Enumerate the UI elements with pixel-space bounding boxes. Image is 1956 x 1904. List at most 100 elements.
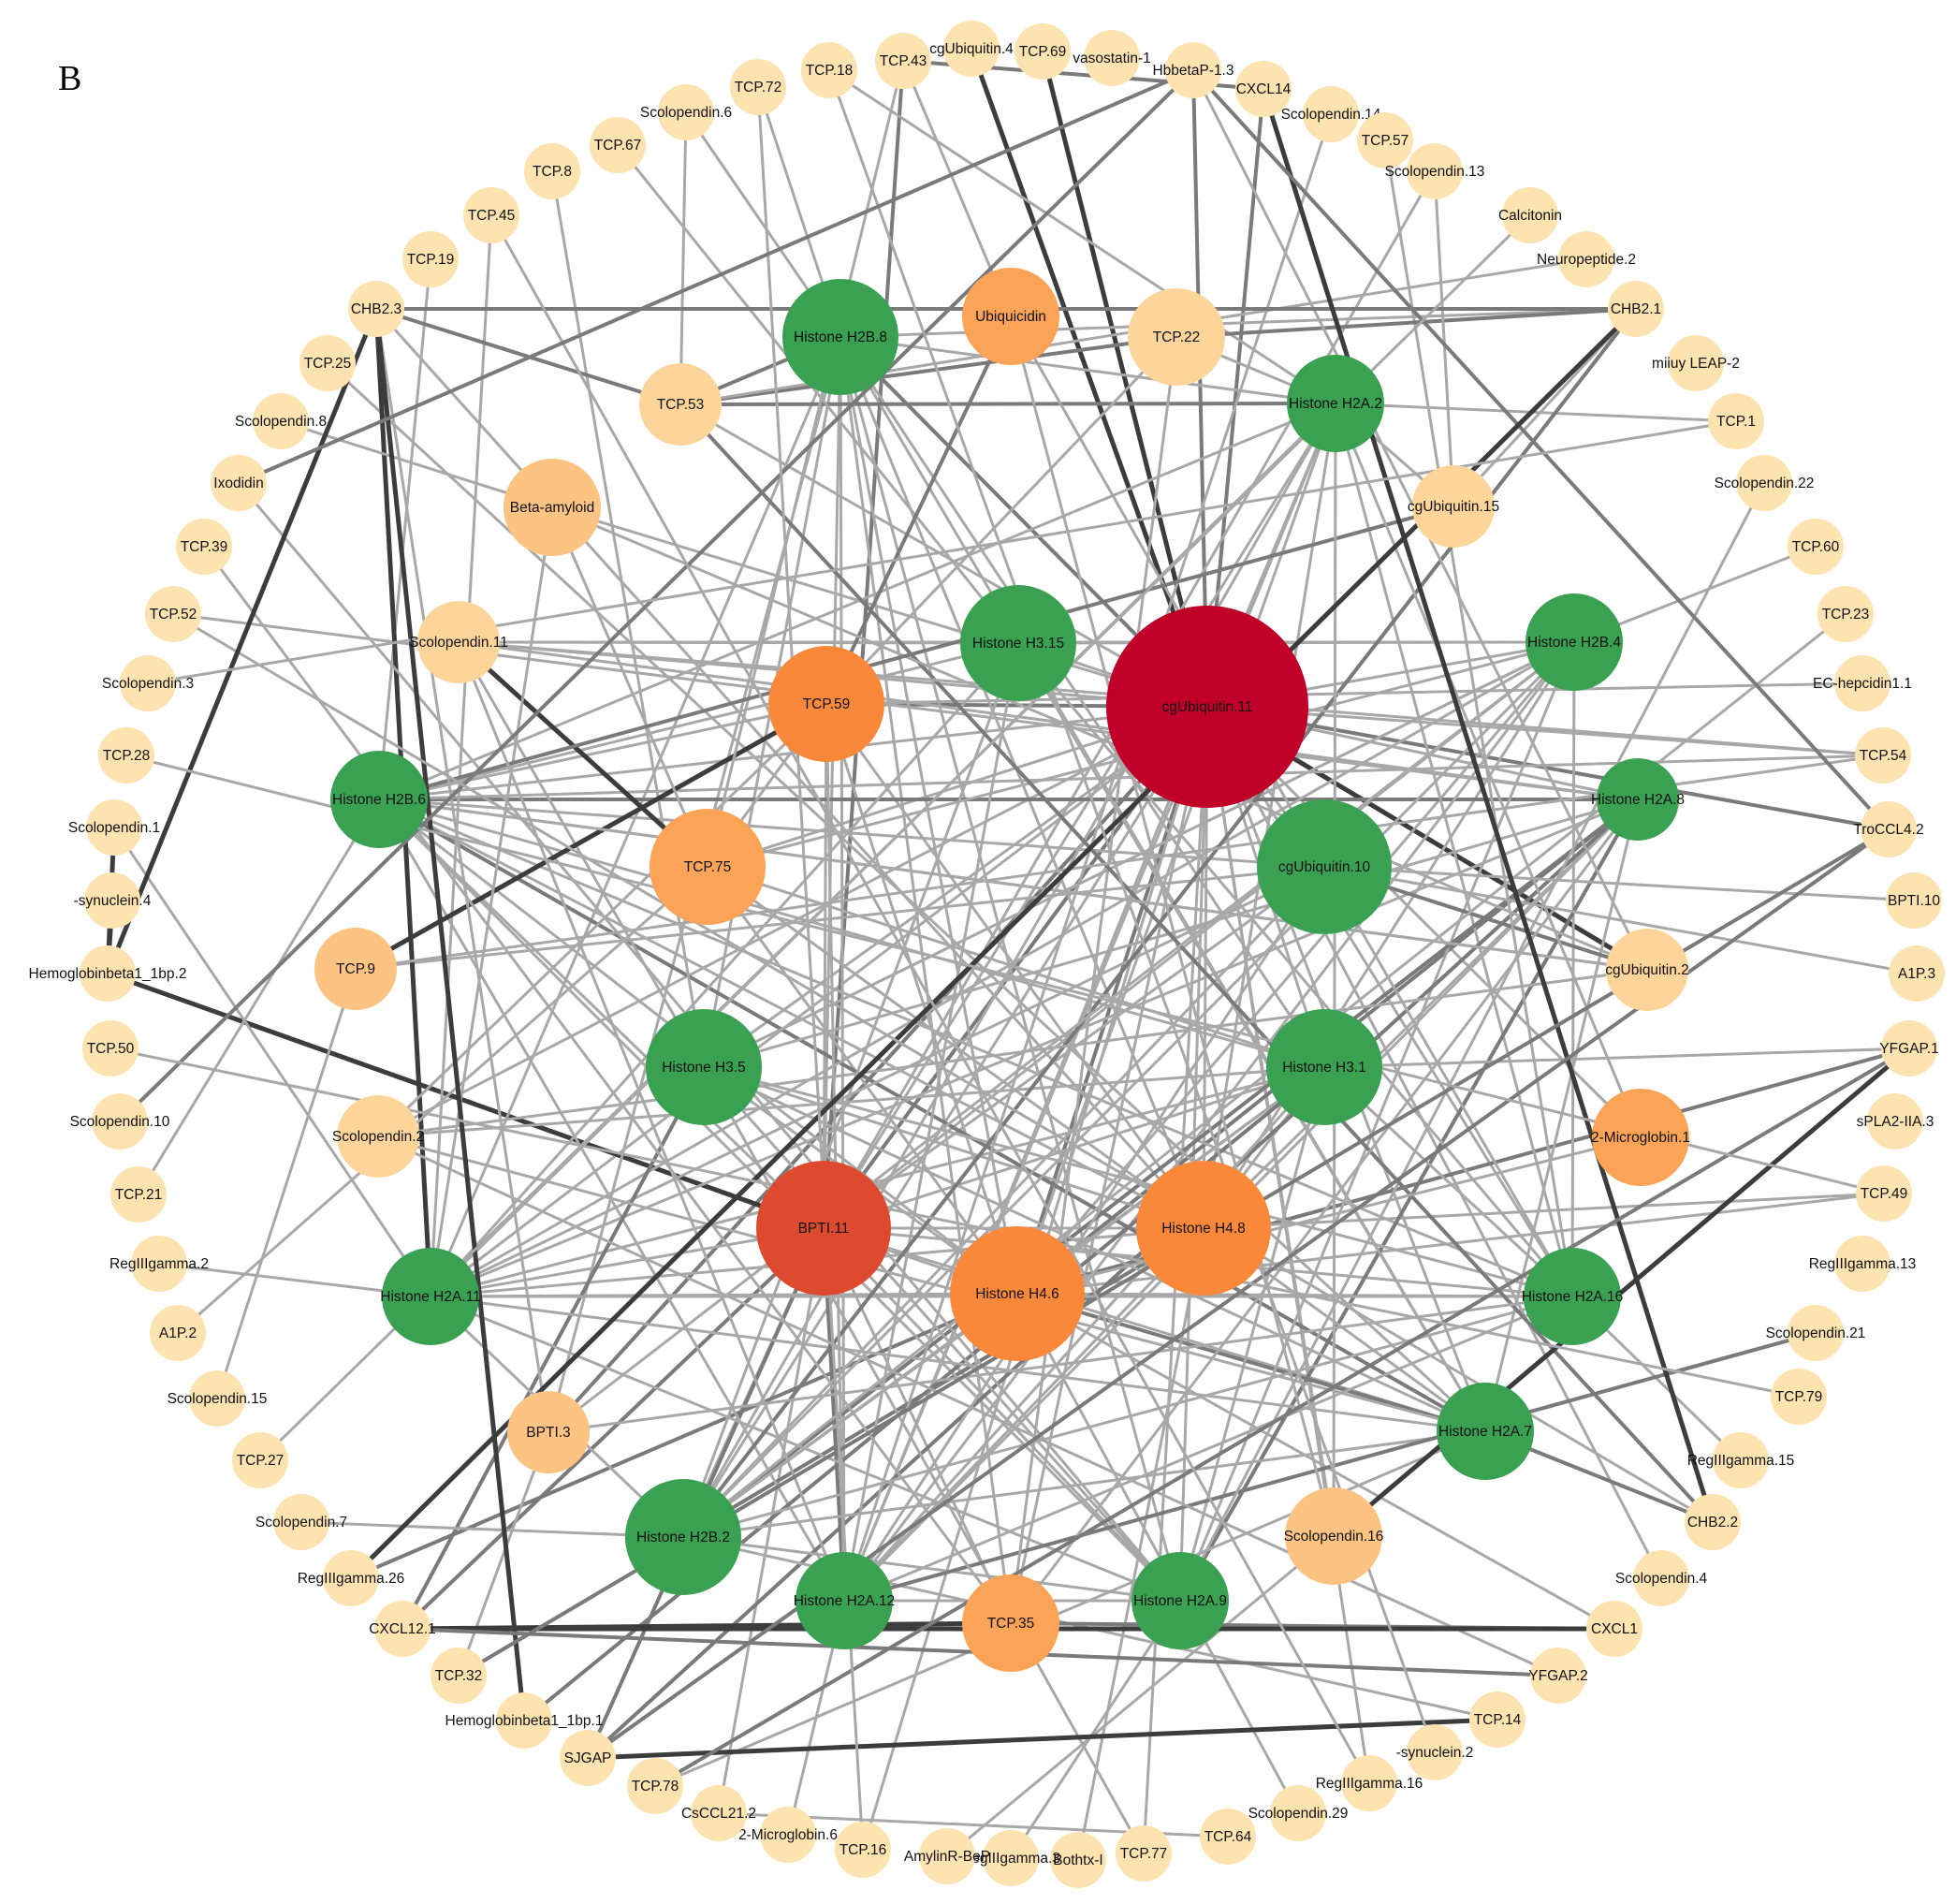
- node-histone-h2b-6[interactable]: Histone H2B.6: [330, 751, 428, 848]
- node-scolopendin-7[interactable]: Scolopendin.7: [255, 1494, 347, 1550]
- node-histone-h2a-16[interactable]: Histone H2A.16: [1522, 1248, 1624, 1345]
- node-histone-h2a-7[interactable]: Histone H2A.7: [1437, 1383, 1534, 1480]
- node-cgubiquitin-4[interactable]: cgUbiquitin.4: [929, 21, 1014, 77]
- node-cgubiquitin-15[interactable]: cgUbiquitin.15: [1408, 465, 1499, 548]
- node-tcp-18[interactable]: TCP.18: [801, 42, 857, 98]
- node-scolopendin-29[interactable]: Scolopendin.29: [1248, 1785, 1349, 1841]
- node-histone-h2a-12[interactable]: Histone H2A.12: [794, 1552, 896, 1649]
- node-chb2-3[interactable]: CHB2.3: [348, 281, 404, 337]
- node-scolopendin-3[interactable]: Scolopendin.3: [102, 655, 194, 711]
- node-scolopendin-6[interactable]: Scolopendin.6: [640, 84, 732, 140]
- node-yfgap-1[interactable]: YFGAP.1: [1879, 1020, 1939, 1076]
- node-tcp-43[interactable]: TCP.43: [875, 33, 931, 89]
- node-histone-h2a-11[interactable]: Histone H2A.11: [380, 1248, 481, 1345]
- node-scolopendin-10[interactable]: Scolopendin.10: [70, 1093, 170, 1150]
- node-histone-h3-1[interactable]: Histone H3.1: [1266, 1009, 1382, 1125]
- node-regiiigamma-3[interactable]: RegIIIgamma.3: [961, 1830, 1060, 1886]
- node-histone-h3-5[interactable]: Histone H3.5: [646, 1009, 762, 1125]
- node-tcp-45[interactable]: TCP.45: [463, 187, 519, 243]
- node-histone-h2a-8[interactable]: Histone H2A.8: [1591, 758, 1685, 841]
- node-tcp-75[interactable]: TCP.75: [650, 809, 766, 925]
- node-scolopendin-15[interactable]: Scolopendin.15: [168, 1370, 268, 1427]
- node-tcp-53[interactable]: TCP.53: [639, 363, 722, 446]
- node-histone-h2b-4[interactable]: Histone H2B.4: [1525, 593, 1623, 691]
- node-sjgap[interactable]: SJGAP: [560, 1730, 616, 1786]
- node-chb2-2[interactable]: CHB2.2: [1685, 1494, 1741, 1550]
- node-tcp-35[interactable]: TCP.35: [962, 1574, 1059, 1672]
- node-2-microglobin-6[interactable]: 2-Microglobin.6: [738, 1807, 838, 1863]
- node-tcp-64[interactable]: TCP.64: [1200, 1809, 1256, 1865]
- node-hemoglobinbeta1-1bp-2[interactable]: Hemoglobinbeta1_1bp.2: [29, 945, 187, 1002]
- node-bpti-10[interactable]: BPTI.10: [1886, 872, 1942, 929]
- node-tcp-22[interactable]: TCP.22: [1128, 288, 1225, 386]
- node-tcp-25[interactable]: TCP.25: [299, 335, 356, 391]
- node-tcp-9[interactable]: TCP.9: [314, 928, 397, 1010]
- node-a1p-2[interactable]: A1P.2: [150, 1305, 206, 1361]
- node-tcp-28[interactable]: TCP.28: [98, 727, 154, 784]
- node-histone-h4-8[interactable]: Histone H4.8: [1136, 1161, 1271, 1296]
- node-histone-h2b-2[interactable]: Histone H2B.2: [625, 1479, 741, 1595]
- node-tcp-21[interactable]: TCP.21: [110, 1166, 167, 1223]
- node-amylinr-bep[interactable]: AmylinR-BeP: [904, 1828, 990, 1884]
- node-tcp-39[interactable]: TCP.39: [176, 519, 232, 575]
- node-histone-h2a-2[interactable]: Histone H2A.2: [1287, 355, 1384, 452]
- node-tcp-60[interactable]: TCP.60: [1788, 519, 1844, 575]
- node-cgubiquitin-11[interactable]: cgUbiquitin.11: [1106, 606, 1308, 808]
- node-cxcl12-1[interactable]: CXCL12.1: [369, 1601, 436, 1657]
- node-tcp-57[interactable]: TCP.57: [1357, 112, 1413, 168]
- node-tcp-50[interactable]: TCP.50: [82, 1020, 139, 1076]
- node-tcp-14[interactable]: TCP.14: [1469, 1692, 1525, 1748]
- node-cxcl1[interactable]: CXCL1: [1586, 1601, 1642, 1657]
- node-scolopendin-11[interactable]: Scolopendin.11: [409, 601, 508, 683]
- node-scolopendin-16[interactable]: Scolopendin.16: [1284, 1487, 1384, 1585]
- node-cgubiquitin-10[interactable]: cgUbiquitin.10: [1257, 799, 1392, 934]
- node-regiiigamma-15[interactable]: RegIIIgamma.15: [1687, 1432, 1795, 1488]
- node-regiiigamma-13[interactable]: RegIIIgamma.13: [1809, 1236, 1917, 1292]
- node-hemoglobinbeta1-1bp-1[interactable]: Hemoglobinbeta1_1bp.1: [445, 1692, 604, 1749]
- node-hbbetap-1-3[interactable]: HbbetaP-1.3: [1152, 42, 1234, 98]
- node-a1p-3[interactable]: A1P.3: [1889, 945, 1945, 1002]
- node-spla2-iia-3[interactable]: sPLA2-IIA.3: [1857, 1093, 1934, 1150]
- node-yfgap-2[interactable]: YFGAP.2: [1528, 1648, 1588, 1704]
- node-tcp-54[interactable]: TCP.54: [1855, 727, 1911, 784]
- node-histone-h3-15[interactable]: Histone H3.15: [960, 585, 1076, 701]
- node-troccl4-2[interactable]: TroCCL4.2: [1853, 801, 1924, 857]
- node-regiiigamma-16[interactable]: RegIIIgamma.16: [1316, 1755, 1423, 1811]
- node-tcp-16[interactable]: TCP.16: [835, 1822, 891, 1878]
- node-scolopendin-1[interactable]: Scolopendin.1: [68, 799, 160, 856]
- node-tcp-19[interactable]: TCP.19: [402, 231, 459, 287]
- node-histone-h2b-8[interactable]: Histone H2B.8: [782, 279, 898, 395]
- node-regiiigamma-26[interactable]: RegIIIgamma.26: [298, 1550, 405, 1606]
- node-beta-amyloid[interactable]: Beta-amyloid: [504, 459, 601, 556]
- node-tcp-52[interactable]: TCP.52: [145, 586, 201, 642]
- node-ubiquicidin[interactable]: Ubiquicidin: [962, 268, 1059, 365]
- node-chb2-1[interactable]: CHB2.1: [1608, 281, 1664, 337]
- node-histone-h4-6[interactable]: Histone H4.6: [950, 1226, 1085, 1361]
- node-cgubiquitin-2[interactable]: cgUbiquitin.2: [1605, 929, 1689, 1011]
- node-tcp-72[interactable]: TCP.72: [730, 59, 786, 115]
- node-miiuy-leap-2[interactable]: miiuy LEAP-2: [1652, 335, 1740, 391]
- node-tcp-32[interactable]: TCP.32: [431, 1648, 487, 1704]
- node-scolopendin-2[interactable]: Scolopendin.2: [332, 1095, 424, 1178]
- node-calcitonin[interactable]: Calcitonin: [1498, 187, 1562, 243]
- node-tcp-67[interactable]: TCP.67: [590, 117, 646, 173]
- node-synuclein-4[interactable]: -synuclein.4: [74, 872, 152, 929]
- node-2-microglobin-1[interactable]: 2-Microglobin.1: [1591, 1089, 1690, 1186]
- node-tcp-78[interactable]: TCP.78: [627, 1758, 683, 1814]
- node-ixodidin[interactable]: Ixodidin: [211, 455, 267, 511]
- node-scolopendin-14[interactable]: Scolopendin.14: [1281, 86, 1381, 142]
- node-tcp-77[interactable]: TCP.77: [1116, 1825, 1172, 1882]
- node-scolopendin-4[interactable]: Scolopendin.4: [1615, 1550, 1708, 1606]
- node-synuclein-2[interactable]: -synuclein.2: [1396, 1724, 1474, 1780]
- node-csccl21-2[interactable]: CsCCL21.2: [681, 1785, 756, 1841]
- node-tcp-49[interactable]: TCP.49: [1856, 1165, 1912, 1222]
- node-scolopendin-13[interactable]: Scolopendin.13: [1385, 143, 1485, 199]
- node-tcp-59[interactable]: TCP.59: [768, 646, 884, 762]
- node-tcp-69[interactable]: TCP.69: [1014, 23, 1071, 80]
- node-tcp-27[interactable]: TCP.27: [232, 1432, 288, 1488]
- node-tcp-1[interactable]: TCP.1: [1708, 393, 1764, 449]
- node-tcp-23[interactable]: TCP.23: [1817, 586, 1874, 642]
- node-regiiigamma-2[interactable]: RegIIIgamma.2: [109, 1236, 209, 1292]
- node-neuropeptide-2[interactable]: Neuropeptide.2: [1537, 231, 1636, 287]
- node-histone-h2a-9[interactable]: Histone H2A.9: [1131, 1552, 1229, 1649]
